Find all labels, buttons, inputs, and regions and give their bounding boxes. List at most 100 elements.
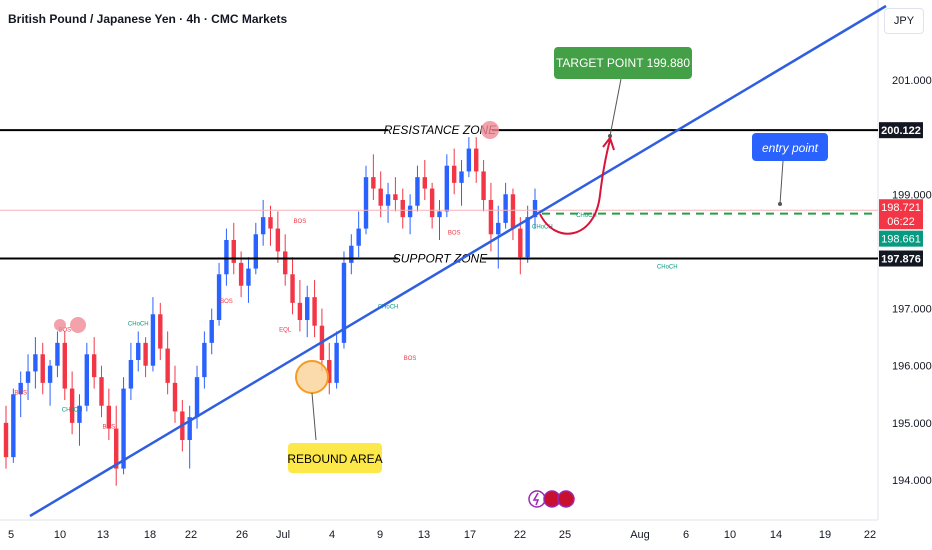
structure-label: BOS <box>220 299 233 305</box>
structure-label: BOS <box>14 390 27 396</box>
rebound-label: REBOUND AREA <box>287 452 382 466</box>
candle-body <box>429 188 435 218</box>
entry-pointer <box>779 160 784 205</box>
candle-body <box>356 228 361 246</box>
x-tick-label: 22 <box>864 529 876 541</box>
candle-body <box>466 148 472 172</box>
y-tick-label: 199.000 <box>892 189 932 201</box>
price-badge-label: 198.721 <box>881 202 921 214</box>
price-badge-label: 197.876 <box>881 254 921 266</box>
candle-body <box>136 342 141 360</box>
candle-body <box>488 200 494 235</box>
candle-body <box>33 354 38 372</box>
candle-body <box>290 274 295 303</box>
candle-body <box>451 165 457 183</box>
candle-body <box>202 342 207 378</box>
candle-body <box>282 251 288 275</box>
entry-label: entry point <box>762 141 819 155</box>
price-badge <box>879 199 923 216</box>
uk-flag-icon <box>557 490 575 508</box>
candle-body <box>91 354 97 378</box>
candle-body <box>378 188 383 206</box>
candle-body <box>158 314 163 349</box>
target-dot <box>608 134 612 138</box>
candle-body <box>231 240 236 263</box>
x-tick-label: 13 <box>97 529 109 541</box>
highlight-marker <box>54 319 66 331</box>
price-badge-label: 200.122 <box>881 125 921 137</box>
lightning-icon <box>532 492 540 506</box>
structure-label: BOS <box>404 356 417 362</box>
structure-label: BOS <box>448 230 461 236</box>
x-tick-label: 26 <box>236 529 248 541</box>
x-tick-label: 5 <box>8 529 14 541</box>
x-tick-label: 19 <box>819 529 831 541</box>
x-tick-label: 22 <box>514 529 526 541</box>
candle-body <box>209 320 214 343</box>
resistance-zone-bg <box>388 122 492 137</box>
candle-body <box>99 377 104 406</box>
candle-body <box>385 194 391 206</box>
candle-body <box>422 177 427 189</box>
x-tick-label: Aug <box>630 529 650 541</box>
candle-body <box>224 240 229 275</box>
candle-body <box>268 217 273 229</box>
support-zone-label: SUPPORT ZONE <box>393 252 488 266</box>
candle-body <box>275 228 281 252</box>
candle-body <box>84 354 90 406</box>
x-tick-label: 6 <box>683 529 689 541</box>
structure-label: BOS <box>58 327 71 333</box>
candle-body <box>415 177 420 206</box>
candle-body <box>260 217 266 235</box>
structure-label: BOS <box>294 219 307 225</box>
candle-body <box>400 200 405 218</box>
entry-dot <box>778 202 782 206</box>
y-tick-label: 197.000 <box>892 304 932 316</box>
candle-body <box>106 405 112 429</box>
structure-label: CHoCH <box>576 213 597 219</box>
uptrend-line <box>29 4 887 518</box>
candle-body <box>40 354 45 383</box>
rebound-circle <box>295 360 329 394</box>
y-tick-label: 196.000 <box>892 361 932 373</box>
highlight-marker <box>481 121 499 139</box>
highlight-marker <box>70 317 86 333</box>
price-badge <box>879 213 923 230</box>
candle-body <box>437 211 442 218</box>
structure-label: CHoCH <box>128 322 149 328</box>
candle-body <box>312 297 317 326</box>
candle-body <box>216 274 222 320</box>
candle-body <box>25 371 31 383</box>
projection-arc <box>539 139 611 235</box>
candle-body <box>128 360 134 389</box>
candle-body <box>349 245 354 263</box>
x-tick-label: 10 <box>54 529 66 541</box>
candle-body <box>69 388 75 423</box>
candle-body <box>518 228 523 258</box>
candle-body <box>327 360 332 383</box>
x-tick-label: 9 <box>377 529 383 541</box>
candle-body <box>238 262 244 286</box>
x-tick-label: 25 <box>559 529 571 541</box>
candle-body <box>371 177 376 189</box>
x-tick-label: 10 <box>724 529 736 541</box>
x-tick-label: 13 <box>418 529 430 541</box>
candle-body <box>165 348 170 383</box>
currency-button[interactable]: JPY <box>884 8 924 34</box>
price-badge <box>879 230 923 247</box>
candle-body <box>55 342 60 366</box>
y-tick-label: 194.000 <box>892 475 932 487</box>
candle-body <box>18 382 23 395</box>
candle-body <box>297 302 303 320</box>
entry-box <box>752 133 828 161</box>
y-tick-label: 201.000 <box>892 75 932 87</box>
candle-body <box>393 194 398 200</box>
candle-body <box>341 262 347 343</box>
candle-body <box>143 342 148 366</box>
structure-label: BOS <box>103 425 116 431</box>
target-box <box>554 47 692 79</box>
price-badge <box>879 250 923 267</box>
candle-body <box>305 297 310 320</box>
